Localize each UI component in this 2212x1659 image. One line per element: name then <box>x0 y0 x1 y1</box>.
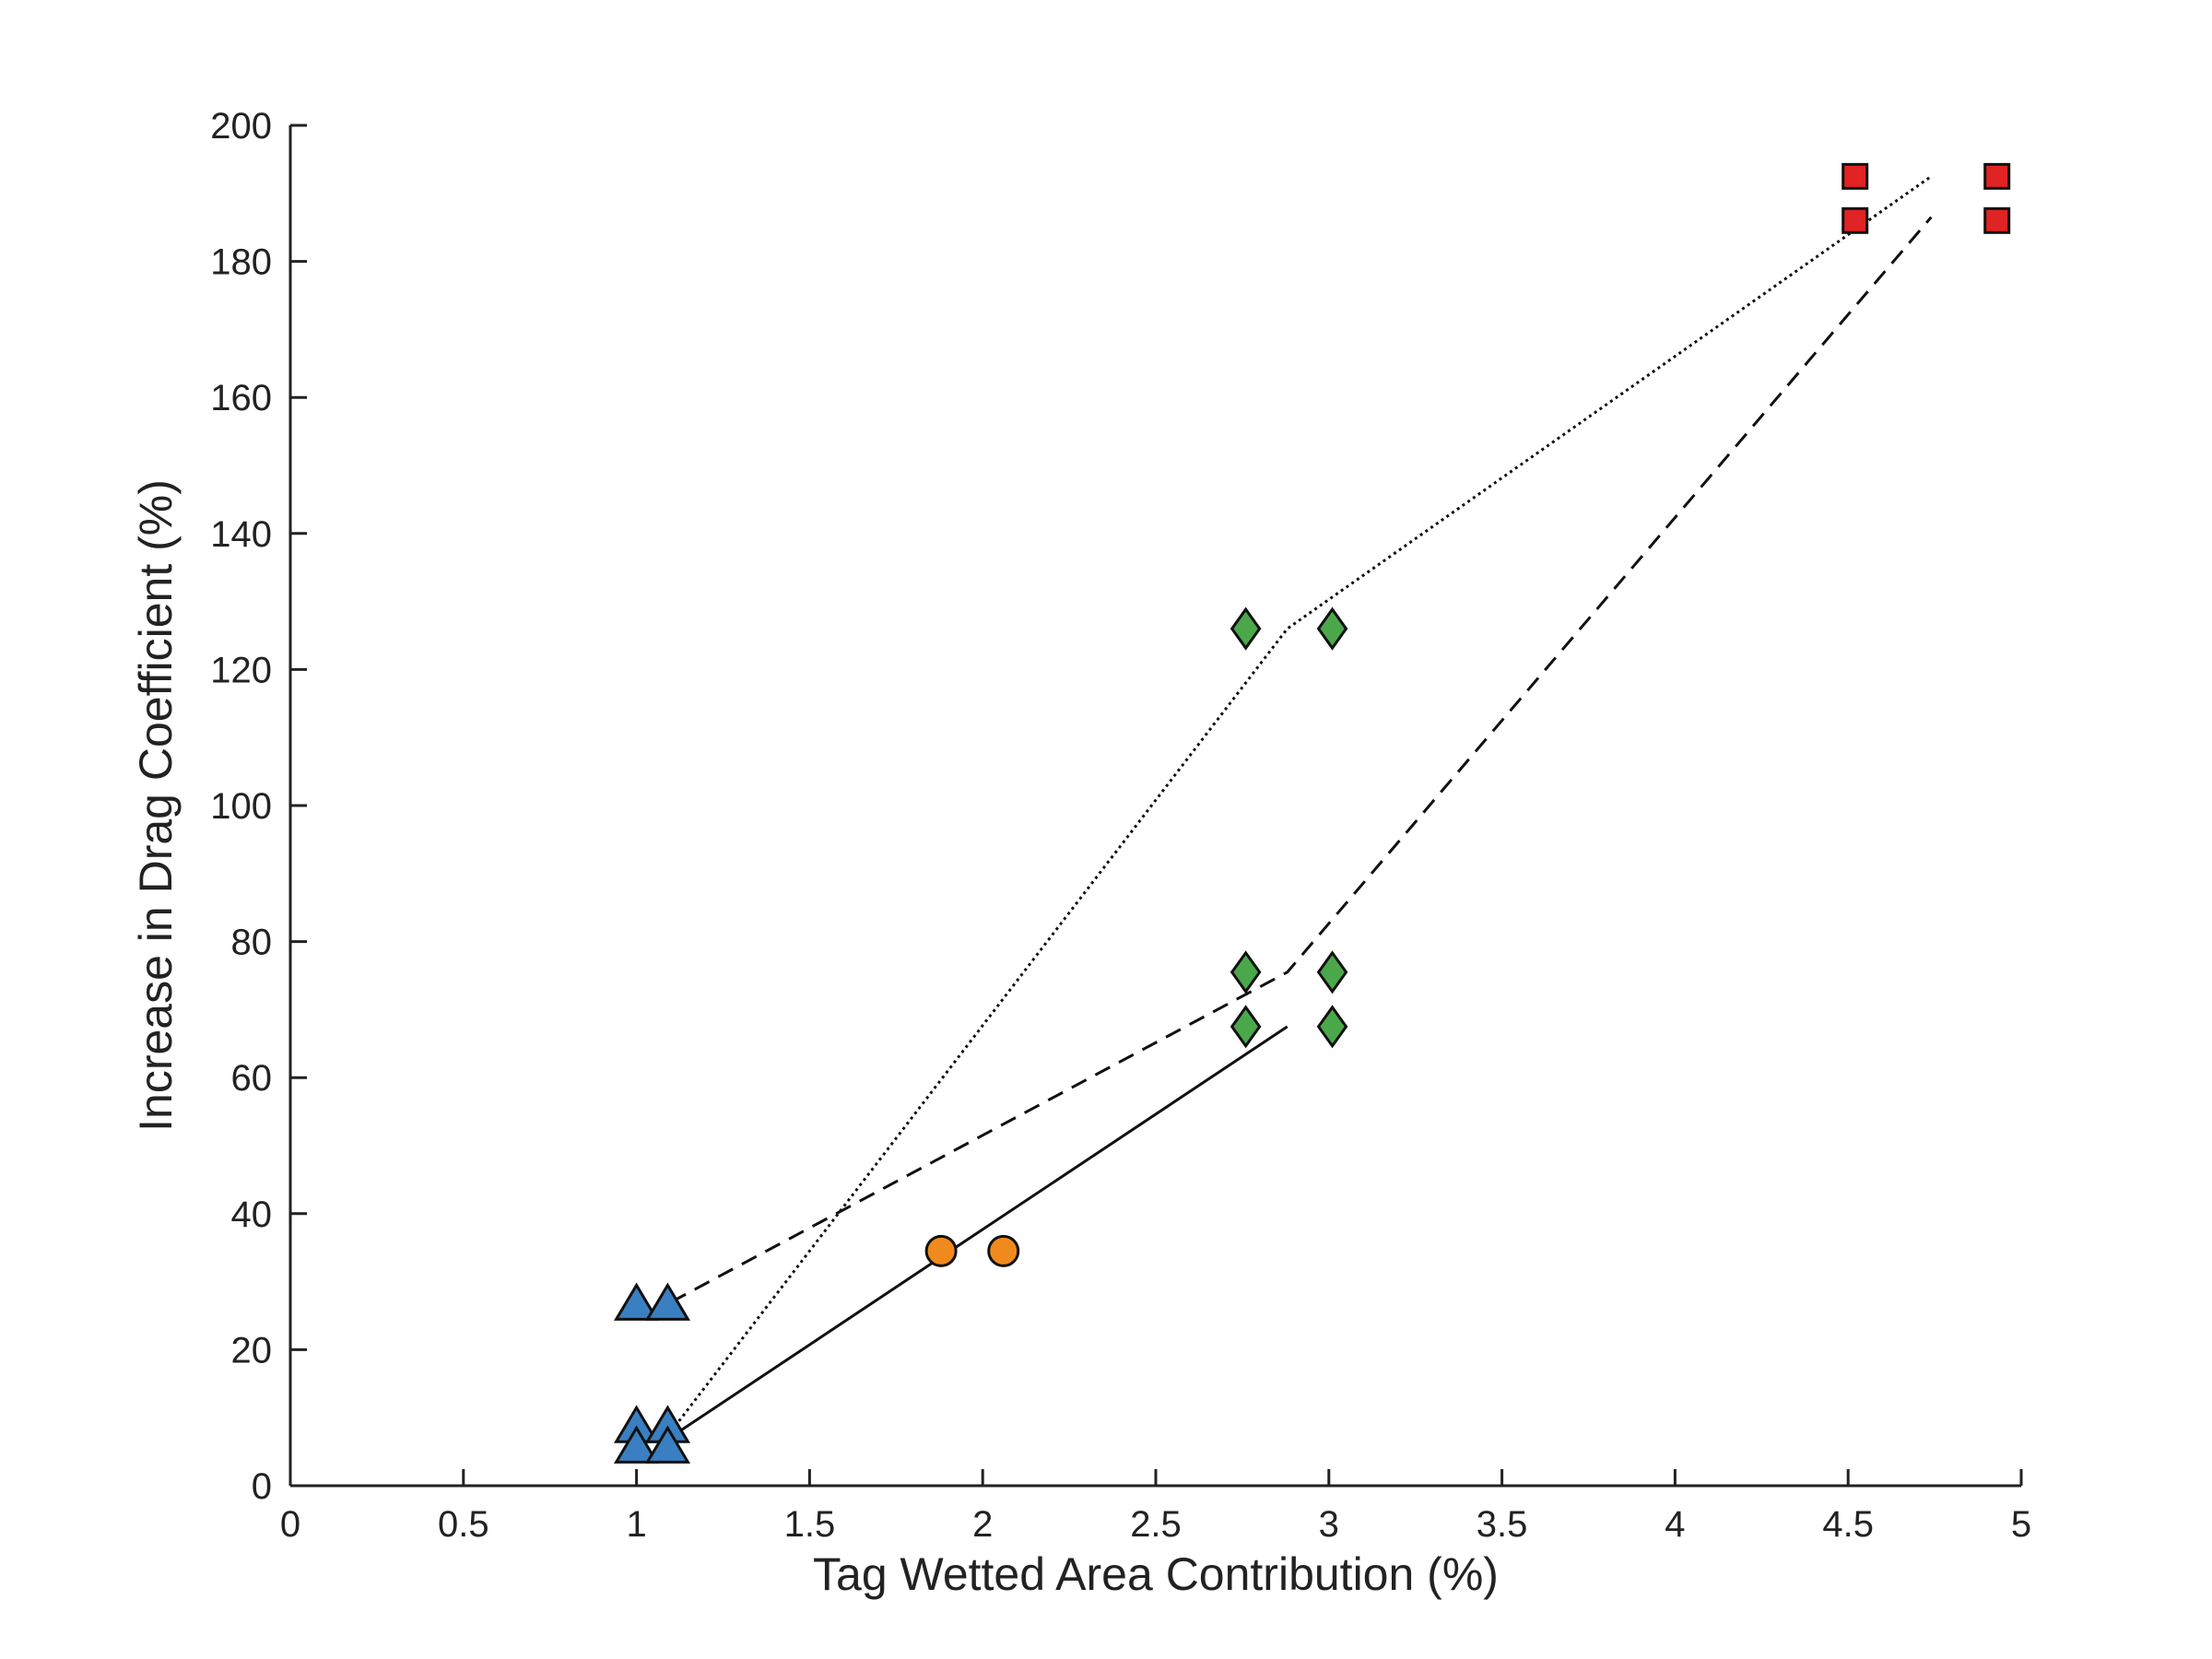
y-tick-label: 120 <box>210 650 272 690</box>
x-tick-label: 2.5 <box>1130 1504 1182 1545</box>
axes <box>288 125 2021 1488</box>
triangle-marker <box>644 1425 691 1464</box>
x-axis-label: Tag Wetted Area Contribution (%) <box>813 1548 1499 1600</box>
diamond-marker <box>1230 606 1262 651</box>
x-ticks: 0 0.5 1 1.5 2 2.5 3 3.5 4 4.5 5 <box>280 1469 2031 1545</box>
y-tick-label: 80 <box>231 923 273 963</box>
x-tick-label: 0.5 <box>438 1504 489 1545</box>
y-axis-label: Increase in Drag Coefficient (%) <box>130 479 182 1132</box>
diamond-marker <box>1316 1005 1348 1049</box>
x-tick-label: 1.5 <box>784 1504 836 1545</box>
square-marker <box>1841 162 1869 190</box>
square-marker <box>1983 206 2011 234</box>
fit-line-solid <box>663 1025 1288 1443</box>
square-marker <box>1841 206 1869 234</box>
square-marker <box>1983 162 2011 190</box>
y-tick-label: 160 <box>210 378 272 418</box>
x-tick-label: 4 <box>1665 1504 1685 1545</box>
fit-line-dashed <box>670 216 1933 1304</box>
triangle-marker <box>613 1425 660 1464</box>
triangle-marker <box>613 1282 660 1321</box>
diamond-marker <box>1230 1005 1262 1049</box>
circle-marker <box>987 1234 1020 1267</box>
circle-marker <box>924 1234 958 1267</box>
x-tick-label: 3.5 <box>1477 1504 1528 1545</box>
x-tick-label: 3 <box>1319 1504 1339 1545</box>
triangle-marker <box>644 1282 691 1321</box>
data-markers <box>613 162 2011 1464</box>
y-tick-label: 180 <box>210 242 272 283</box>
y-tick-label: 200 <box>210 106 272 147</box>
y-tick-label: 40 <box>231 1194 273 1235</box>
y-tick-label: 140 <box>210 514 272 555</box>
x-tick-label: 5 <box>2011 1504 2031 1545</box>
y-tick-label: 0 <box>252 1466 272 1507</box>
y-tick-label: 60 <box>231 1058 273 1099</box>
fit-line-dotted <box>669 175 1933 1432</box>
x-tick-label: 4.5 <box>1822 1504 1874 1545</box>
x-tick-label: 1 <box>626 1504 646 1545</box>
x-tick-label: 2 <box>972 1504 993 1545</box>
diamond-marker <box>1230 950 1262 994</box>
diamond-marker <box>1316 606 1348 651</box>
y-tick-label: 100 <box>210 786 272 827</box>
y-tick-label: 20 <box>231 1330 273 1371</box>
fit-lines <box>663 175 1933 1443</box>
x-tick-label: 0 <box>280 1504 300 1545</box>
diamond-marker <box>1316 950 1348 994</box>
y-ticks: 0 20 40 60 80 100 120 140 160 180 200 <box>210 106 307 1507</box>
